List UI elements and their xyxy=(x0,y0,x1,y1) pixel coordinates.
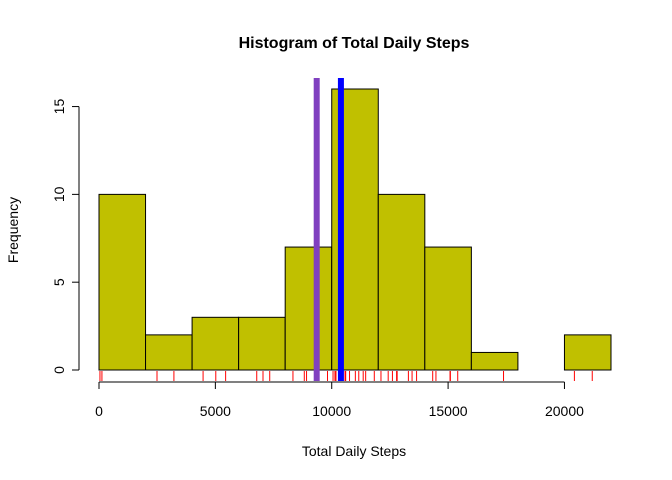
y-tick-label: 15 xyxy=(51,99,67,115)
rug-group xyxy=(99,371,593,381)
histogram-bar xyxy=(238,316,286,371)
y-axis-label: Frequency xyxy=(5,197,21,263)
histogram-bar xyxy=(145,334,193,371)
histogram-bar xyxy=(563,334,612,371)
histogram-bar xyxy=(284,246,333,371)
x-tick-label: 20000 xyxy=(545,403,584,419)
y-tick-label: 0 xyxy=(51,366,67,374)
y-axis: 0 5 10 15 xyxy=(51,99,80,374)
chart-title: Histogram of Total Daily Steps xyxy=(239,35,470,52)
x-tick-label: 15000 xyxy=(429,403,468,419)
histogram-bar xyxy=(377,193,426,371)
y-tick-label: 5 xyxy=(51,278,67,286)
x-tick-label: 10000 xyxy=(312,403,351,419)
x-tick-label: 5000 xyxy=(200,403,231,419)
x-axis: 0 5000 10000 15000 20000 xyxy=(95,381,584,419)
histogram-bar xyxy=(470,351,519,371)
histogram-bar xyxy=(424,246,472,371)
x-tick-label: 0 xyxy=(95,403,103,419)
y-tick-label: 10 xyxy=(51,186,67,202)
x-axis-label: Total Daily Steps xyxy=(302,443,406,459)
reference-lines-group xyxy=(313,78,344,381)
histogram-bar xyxy=(191,316,240,371)
bars-group xyxy=(98,88,612,371)
histogram-bar xyxy=(98,193,147,371)
